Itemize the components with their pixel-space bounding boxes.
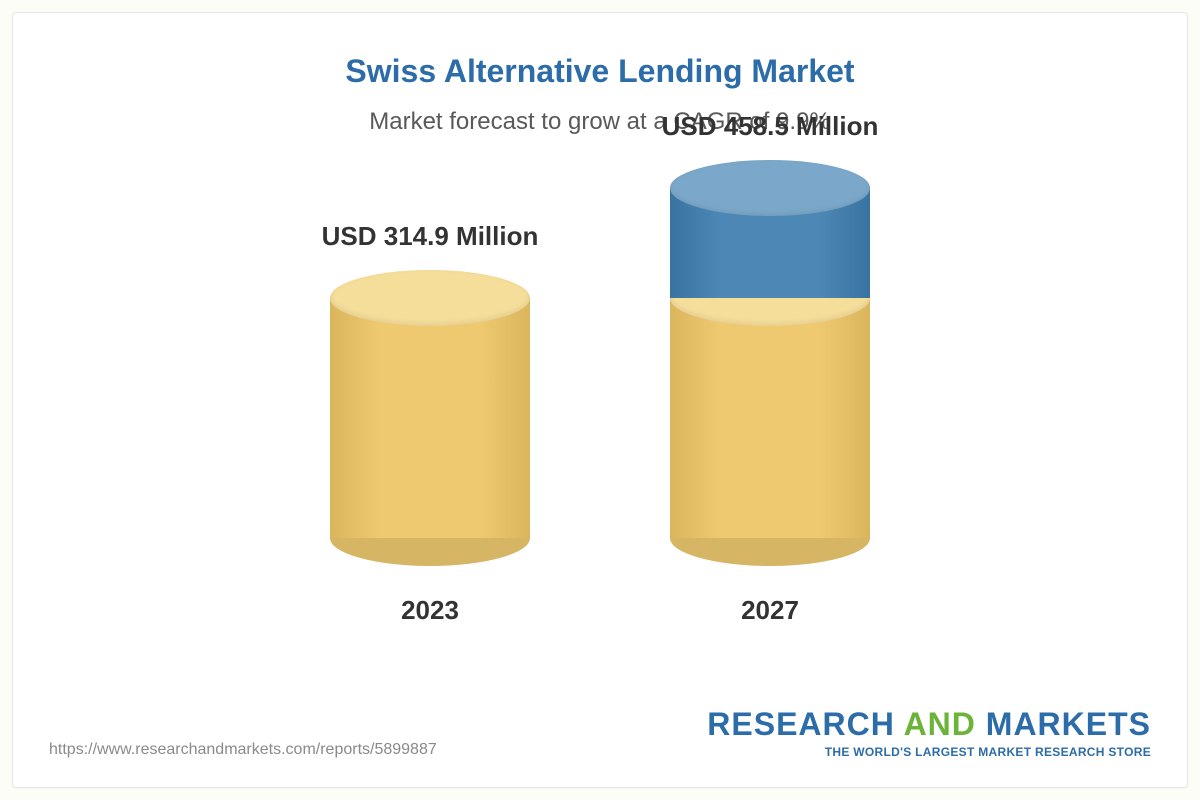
brand-word-1: RESEARCH <box>707 706 895 742</box>
footer: https://www.researchandmarkets.com/repor… <box>49 706 1151 759</box>
chart-area: USD 314.9 Million USD 458.5 Million 2023… <box>290 176 910 626</box>
brand-logo: RESEARCH AND MARKETS <box>707 706 1151 743</box>
chart-card: Swiss Alternative Lending Market Market … <box>12 12 1188 788</box>
brand-tagline: THE WORLD'S LARGEST MARKET RESEARCH STOR… <box>707 745 1151 759</box>
value-label-2023: USD 314.9 Million <box>300 221 560 252</box>
year-label-2023: 2023 <box>330 595 530 626</box>
brand-word-2: AND <box>904 706 976 742</box>
brand-block: RESEARCH AND MARKETS THE WORLD'S LARGEST… <box>707 706 1151 759</box>
year-label-2027: 2027 <box>670 595 870 626</box>
cylinder-2023 <box>330 270 530 566</box>
chart-subtitle: Market forecast to grow at a CAGR of 9.9… <box>73 108 1127 136</box>
chart-title: Swiss Alternative Lending Market <box>73 53 1127 90</box>
source-url: https://www.researchandmarkets.com/repor… <box>49 741 437 759</box>
brand-word-3: MARKETS <box>986 706 1151 742</box>
cylinder-2027 <box>670 160 870 566</box>
value-label-2027: USD 458.5 Million <box>640 111 900 142</box>
